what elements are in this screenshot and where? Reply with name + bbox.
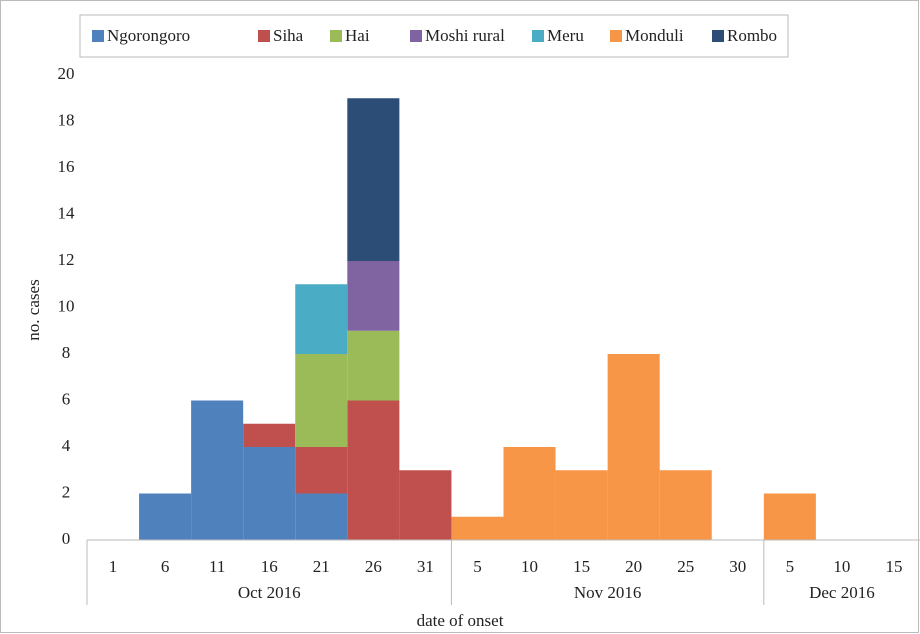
y-tick-label: 16 <box>58 157 75 176</box>
y-tick-label: 10 <box>58 296 75 315</box>
legend-label: Hai <box>345 26 370 45</box>
x-tick-label: 26 <box>365 557 382 576</box>
y-tick-label: 8 <box>62 343 71 362</box>
legend-swatch <box>712 30 724 42</box>
bar-segment <box>399 470 452 540</box>
y-tick-label: 4 <box>62 436 71 455</box>
bar-segment <box>191 400 244 540</box>
legend-label: Moshi rural <box>425 26 505 45</box>
x-tick-label: 21 <box>313 557 330 576</box>
legend-swatch <box>610 30 622 42</box>
legend-swatch <box>258 30 270 42</box>
group-label: Oct 2016 <box>238 583 301 602</box>
legend-label: Monduli <box>625 26 684 45</box>
bar-segment <box>763 493 816 540</box>
y-tick-label: 0 <box>62 529 71 548</box>
bar-segment <box>243 423 296 447</box>
y-tick-label: 6 <box>62 389 71 408</box>
x-tick-label: 16 <box>261 557 278 576</box>
bar-segment <box>295 493 348 540</box>
y-tick-label: 18 <box>58 110 75 129</box>
bar-segment <box>295 354 348 447</box>
bar-segment <box>243 447 296 540</box>
bar-segment <box>347 330 400 401</box>
legend-label: Meru <box>547 26 584 45</box>
legend-swatch <box>92 30 104 42</box>
x-tick-label: 25 <box>677 557 694 576</box>
x-tick-label: 15 <box>885 557 902 576</box>
bar-segment <box>347 261 400 331</box>
bar-segment <box>139 493 192 540</box>
bar-segment <box>295 447 348 494</box>
x-tick-label: 30 <box>729 557 746 576</box>
y-tick-label: 20 <box>58 64 75 83</box>
legend-box <box>79 14 789 58</box>
x-tick-label: 10 <box>521 557 538 576</box>
x-tick-label: 31 <box>417 557 434 576</box>
y-axis-title: no. cases <box>24 279 43 340</box>
bar-segment <box>659 470 712 540</box>
x-axis-title: date of onset <box>417 611 504 630</box>
legend-label: Ngorongoro <box>107 26 190 45</box>
x-tick-label: 15 <box>573 557 590 576</box>
x-tick-label: 10 <box>833 557 850 576</box>
legend-swatch <box>532 30 544 42</box>
legend-label: Siha <box>273 26 304 45</box>
bar-segment <box>607 354 660 540</box>
bar-segment <box>503 447 556 540</box>
bar-segment <box>295 284 348 354</box>
x-tick-label: 6 <box>161 557 170 576</box>
y-tick-label: 2 <box>62 482 71 501</box>
x-tick-label: 5 <box>473 557 482 576</box>
x-tick-label: 11 <box>209 557 225 576</box>
group-label: Nov 2016 <box>574 583 642 602</box>
bar-segment <box>451 516 504 540</box>
bar-segment <box>347 98 400 261</box>
y-tick-label: 12 <box>58 250 75 269</box>
group-label: Dec 2016 <box>809 583 875 602</box>
legend-swatch <box>410 30 422 42</box>
bar-segment <box>347 400 400 540</box>
x-tick-label: 20 <box>625 557 642 576</box>
y-tick-label: 14 <box>58 203 76 222</box>
bar-segment <box>555 470 608 540</box>
x-tick-label: 1 <box>109 557 118 576</box>
x-tick-label: 5 <box>786 557 795 576</box>
legend-swatch <box>330 30 342 42</box>
legend-label: Rombo <box>727 26 777 45</box>
